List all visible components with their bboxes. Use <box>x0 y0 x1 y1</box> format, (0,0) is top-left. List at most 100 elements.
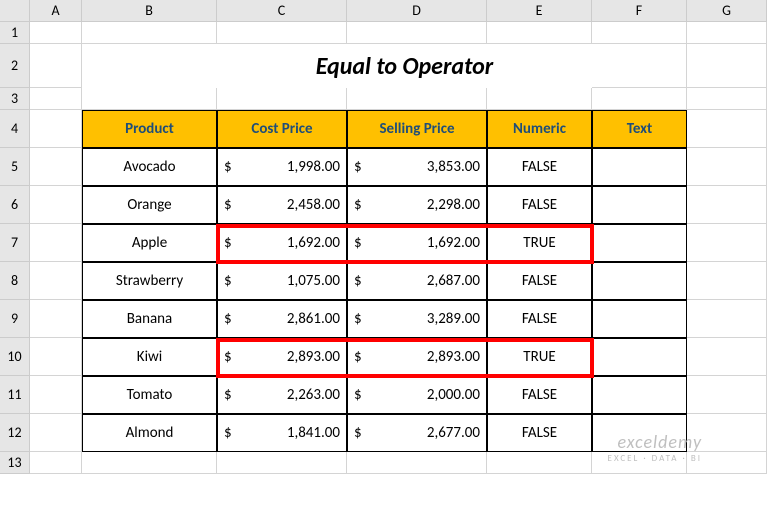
row-header-6[interactable]: 6 <box>0 186 30 224</box>
cell-cost-9[interactable]: $2,861.00 <box>217 300 347 338</box>
cell-selling-12[interactable]: $2,677.00 <box>347 414 487 452</box>
cell-e3[interactable] <box>487 88 592 110</box>
cell-cost-8[interactable]: $1,075.00 <box>217 262 347 300</box>
cell-cost-6[interactable]: $2,458.00 <box>217 186 347 224</box>
col-header-d[interactable]: D <box>347 0 487 22</box>
cell-product-5[interactable]: Avocado <box>82 148 217 186</box>
cell-product-8[interactable]: Strawberry <box>82 262 217 300</box>
cell-selling-8[interactable]: $2,687.00 <box>347 262 487 300</box>
cell-f2[interactable] <box>592 44 687 88</box>
cell-numeric-9[interactable]: FALSE <box>487 300 592 338</box>
header-selling[interactable]: Selling Price <box>347 110 487 148</box>
cell-product-6[interactable]: Orange <box>82 186 217 224</box>
row-header-7[interactable]: 7 <box>0 224 30 262</box>
row-header-3[interactable]: 3 <box>0 88 30 110</box>
col-header-b[interactable]: B <box>82 0 217 22</box>
cell-a1[interactable] <box>30 22 82 44</box>
row-header-4[interactable]: 4 <box>0 110 30 148</box>
cell-numeric-12[interactable]: FALSE <box>487 414 592 452</box>
cell-a8[interactable] <box>30 262 82 300</box>
cell-product-7[interactable]: Apple <box>82 224 217 262</box>
cell-text-9[interactable] <box>592 300 687 338</box>
cell-text-5[interactable] <box>592 148 687 186</box>
cell-g11[interactable] <box>687 376 767 414</box>
row-header-9[interactable]: 9 <box>0 300 30 338</box>
cell-g9[interactable] <box>687 300 767 338</box>
cell-c1[interactable] <box>217 22 347 44</box>
cell-cost-7[interactable]: $1,692.00 <box>217 224 347 262</box>
cell-g3[interactable] <box>687 88 767 110</box>
cell-selling-5[interactable]: $3,853.00 <box>347 148 487 186</box>
col-header-a[interactable]: A <box>30 0 82 22</box>
cell-numeric-8[interactable]: FALSE <box>487 262 592 300</box>
row-header-5[interactable]: 5 <box>0 148 30 186</box>
cell-a3[interactable] <box>30 88 82 110</box>
cell-b3[interactable] <box>82 88 217 110</box>
cell-g8[interactable] <box>687 262 767 300</box>
cell-text-11[interactable] <box>592 376 687 414</box>
cell-g6[interactable] <box>687 186 767 224</box>
cell-f3[interactable] <box>592 88 687 110</box>
cell-numeric-7[interactable]: TRUE <box>487 224 592 262</box>
cell-g7[interactable] <box>687 224 767 262</box>
cell-cost-11[interactable]: $2,263.00 <box>217 376 347 414</box>
cell-c3[interactable] <box>217 88 347 110</box>
cell-d3[interactable] <box>347 88 487 110</box>
header-text[interactable]: Text <box>592 110 687 148</box>
cell-text-7[interactable] <box>592 224 687 262</box>
page-title[interactable]: Equal to Operator <box>217 44 592 88</box>
cell-a6[interactable] <box>30 186 82 224</box>
cell-selling-11[interactable]: $2,000.00 <box>347 376 487 414</box>
cell-c13[interactable] <box>217 452 347 474</box>
col-header-e[interactable]: E <box>487 0 592 22</box>
cell-product-12[interactable]: Almond <box>82 414 217 452</box>
cell-b13[interactable] <box>82 452 217 474</box>
cell-numeric-5[interactable]: FALSE <box>487 148 592 186</box>
title-cell-left[interactable] <box>82 44 217 88</box>
cell-a9[interactable] <box>30 300 82 338</box>
cell-g1[interactable] <box>687 22 767 44</box>
cell-a12[interactable] <box>30 414 82 452</box>
cell-cost-5[interactable]: $1,998.00 <box>217 148 347 186</box>
cell-numeric-11[interactable]: FALSE <box>487 376 592 414</box>
cell-product-11[interactable]: Tomato <box>82 376 217 414</box>
cell-g5[interactable] <box>687 148 767 186</box>
cell-a2[interactable] <box>30 44 82 88</box>
cell-a7[interactable] <box>30 224 82 262</box>
cell-a13[interactable] <box>30 452 82 474</box>
header-numeric[interactable]: Numeric <box>487 110 592 148</box>
cell-a5[interactable] <box>30 148 82 186</box>
col-header-f[interactable]: F <box>592 0 687 22</box>
select-all-corner[interactable] <box>0 0 30 22</box>
row-header-12[interactable]: 12 <box>0 414 30 452</box>
cell-d13[interactable] <box>347 452 487 474</box>
cell-g4[interactable] <box>687 110 767 148</box>
cell-e13[interactable] <box>487 452 592 474</box>
cell-a11[interactable] <box>30 376 82 414</box>
cell-selling-10[interactable]: $2,893.00 <box>347 338 487 376</box>
row-header-2[interactable]: 2 <box>0 44 30 88</box>
cell-f1[interactable] <box>592 22 687 44</box>
cell-numeric-6[interactable]: FALSE <box>487 186 592 224</box>
cell-product-9[interactable]: Banana <box>82 300 217 338</box>
cell-selling-6[interactable]: $2,298.00 <box>347 186 487 224</box>
cell-text-6[interactable] <box>592 186 687 224</box>
cell-selling-7[interactable]: $1,692.00 <box>347 224 487 262</box>
header-product[interactable]: Product <box>82 110 217 148</box>
col-header-g[interactable]: G <box>687 0 767 22</box>
row-header-1[interactable]: 1 <box>0 22 30 44</box>
cell-cost-12[interactable]: $1,841.00 <box>217 414 347 452</box>
cell-a10[interactable] <box>30 338 82 376</box>
cell-d1[interactable] <box>347 22 487 44</box>
cell-g10[interactable] <box>687 338 767 376</box>
cell-a4[interactable] <box>30 110 82 148</box>
row-header-8[interactable]: 8 <box>0 262 30 300</box>
header-cost[interactable]: Cost Price <box>217 110 347 148</box>
cell-selling-9[interactable]: $3,289.00 <box>347 300 487 338</box>
cell-product-10[interactable]: Kiwi <box>82 338 217 376</box>
cell-g2[interactable] <box>687 44 767 88</box>
col-header-c[interactable]: C <box>217 0 347 22</box>
row-header-10[interactable]: 10 <box>0 338 30 376</box>
cell-e1[interactable] <box>487 22 592 44</box>
row-header-11[interactable]: 11 <box>0 376 30 414</box>
